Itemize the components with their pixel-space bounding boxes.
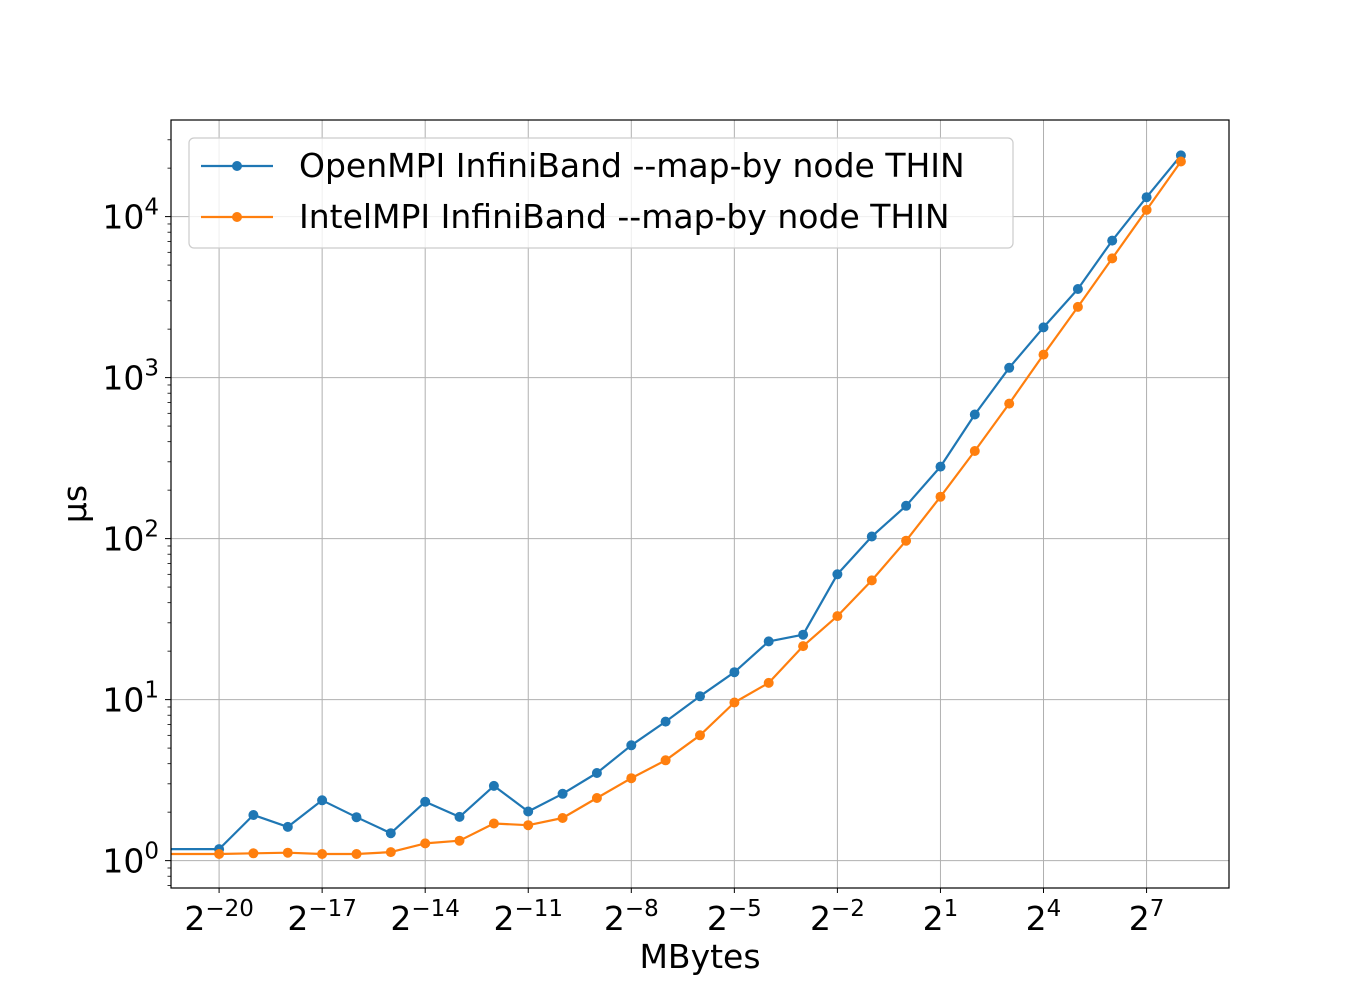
data-point [695, 730, 705, 741]
y-axis-label: μs [55, 485, 94, 523]
data-point [248, 810, 259, 820]
data-point [1107, 235, 1118, 246]
data-point [488, 818, 499, 829]
data-point [1072, 284, 1083, 294]
data-point [282, 847, 293, 858]
data-point [935, 491, 946, 502]
data-point [557, 813, 568, 823]
data-point [1038, 349, 1049, 360]
x-tick-label: 2−20 [184, 896, 254, 938]
data-point [901, 535, 912, 546]
data-point [695, 691, 705, 702]
data-point [660, 716, 671, 727]
y-tick-label: 103 [102, 356, 159, 398]
data-point [626, 773, 637, 784]
x-axis-ticks: 2−20 2−17 2−14 2−11 2−8 2−5 2−2 21 24 27 [184, 888, 1164, 938]
data-point [1038, 322, 1049, 333]
data-point [798, 641, 809, 652]
data-point [351, 812, 362, 823]
data-point [1175, 156, 1186, 167]
data-point [729, 697, 740, 708]
data-point [832, 611, 843, 622]
y-tick-label: 104 [102, 195, 159, 237]
data-point [1072, 301, 1083, 312]
x-tick-label: 24 [1026, 896, 1062, 938]
data-point [454, 811, 465, 822]
data-point [385, 847, 396, 858]
data-point [866, 575, 877, 586]
data-point [454, 835, 465, 846]
data-point [317, 849, 328, 859]
data-point [523, 820, 534, 831]
x-tick-label: 2−17 [287, 896, 357, 938]
data-point [282, 821, 293, 832]
data-point [763, 677, 774, 688]
x-tick-label: 21 [923, 896, 959, 938]
y-tick-label: 100 [102, 839, 159, 881]
x-tick-label: 27 [1129, 896, 1165, 938]
data-point [763, 636, 774, 647]
legend-label-intelmpi: IntelMPI InfiniBand --map-by node THIN [299, 197, 950, 236]
data-point [969, 409, 980, 420]
data-point [317, 795, 328, 806]
data-point [901, 500, 912, 511]
data-point [557, 788, 568, 799]
data-point [214, 849, 225, 859]
data-point [626, 740, 637, 751]
data-point [1107, 253, 1118, 264]
data-point [969, 446, 980, 456]
x-tick-label: 2−5 [707, 896, 762, 938]
series-line-1 [171, 160, 1182, 856]
data-point [866, 531, 877, 542]
data-point [385, 828, 396, 839]
data-point [523, 806, 534, 817]
series-line-0 [171, 154, 1182, 851]
data-point [351, 849, 362, 859]
data-point [420, 796, 431, 807]
plot-frame [170, 119, 1230, 889]
legend-box [188, 137, 1014, 249]
data-point [591, 768, 602, 778]
data-point [488, 780, 499, 791]
data-point [660, 755, 671, 766]
data-point [798, 629, 809, 640]
y-tick-label: 101 [102, 678, 159, 720]
legend-marker-openmpi [232, 161, 242, 171]
x-tick-label: 2−11 [493, 896, 563, 938]
data-point [1141, 204, 1152, 215]
legend-label-openmpi: OpenMPI InfiniBand --map-by node THIN [299, 146, 965, 185]
legend-marker-intelmpi [232, 212, 242, 222]
legend: OpenMPI InfiniBand --map-by node THIN In… [188, 137, 1014, 249]
data-point [729, 667, 740, 678]
series-layer [171, 150, 1186, 859]
data-point [1141, 192, 1152, 203]
y-tick-label: 102 [102, 517, 159, 559]
x-axis-label: MBytes [639, 937, 760, 976]
data-point [1004, 362, 1015, 373]
data-point [420, 838, 431, 849]
x-tick-label: 2−2 [810, 896, 865, 938]
data-point [1004, 398, 1015, 409]
x-tick-label: 2−14 [390, 896, 460, 938]
data-point [248, 848, 259, 859]
data-point [935, 461, 946, 472]
data-point [832, 569, 843, 580]
y-axis-ticks: 100 101 102 103 104 [102, 195, 171, 881]
x-tick-label: 2−8 [604, 896, 659, 938]
data-point [591, 793, 602, 803]
